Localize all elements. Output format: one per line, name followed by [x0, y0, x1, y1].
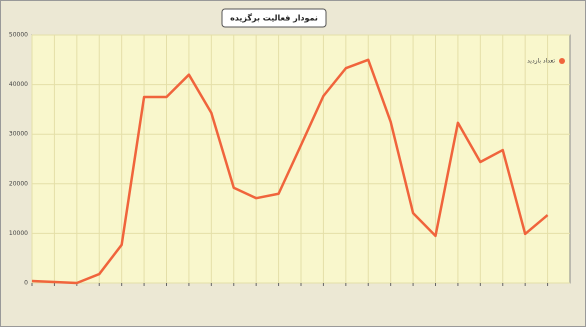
chart-title: نمودار فعالیت برگزیده: [230, 13, 318, 23]
y-tick-label: 40000: [9, 81, 28, 88]
title-box: [221, 8, 327, 28]
y-tick-label: 30000: [9, 131, 28, 138]
y-tick-label: 50000: [9, 32, 28, 39]
line-series: [31, 58, 549, 285]
legend-marker: [559, 58, 565, 64]
y-tick-label: 0: [24, 280, 28, 287]
y-tick-label: 10000: [9, 230, 28, 237]
y-tick-label: 20000: [9, 180, 28, 187]
legend-label: تعداد بازدید: [527, 58, 555, 65]
